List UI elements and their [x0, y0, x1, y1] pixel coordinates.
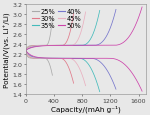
Y-axis label: Potential/V(vs. Li⁺/Li): Potential/V(vs. Li⁺/Li)	[3, 12, 11, 87]
Legend: 25%, 30%, 35%, 40%, 45%, 50%: 25%, 30%, 35%, 40%, 45%, 50%	[31, 9, 82, 30]
X-axis label: Capacity/(mAh g⁻¹): Capacity/(mAh g⁻¹)	[51, 104, 120, 112]
